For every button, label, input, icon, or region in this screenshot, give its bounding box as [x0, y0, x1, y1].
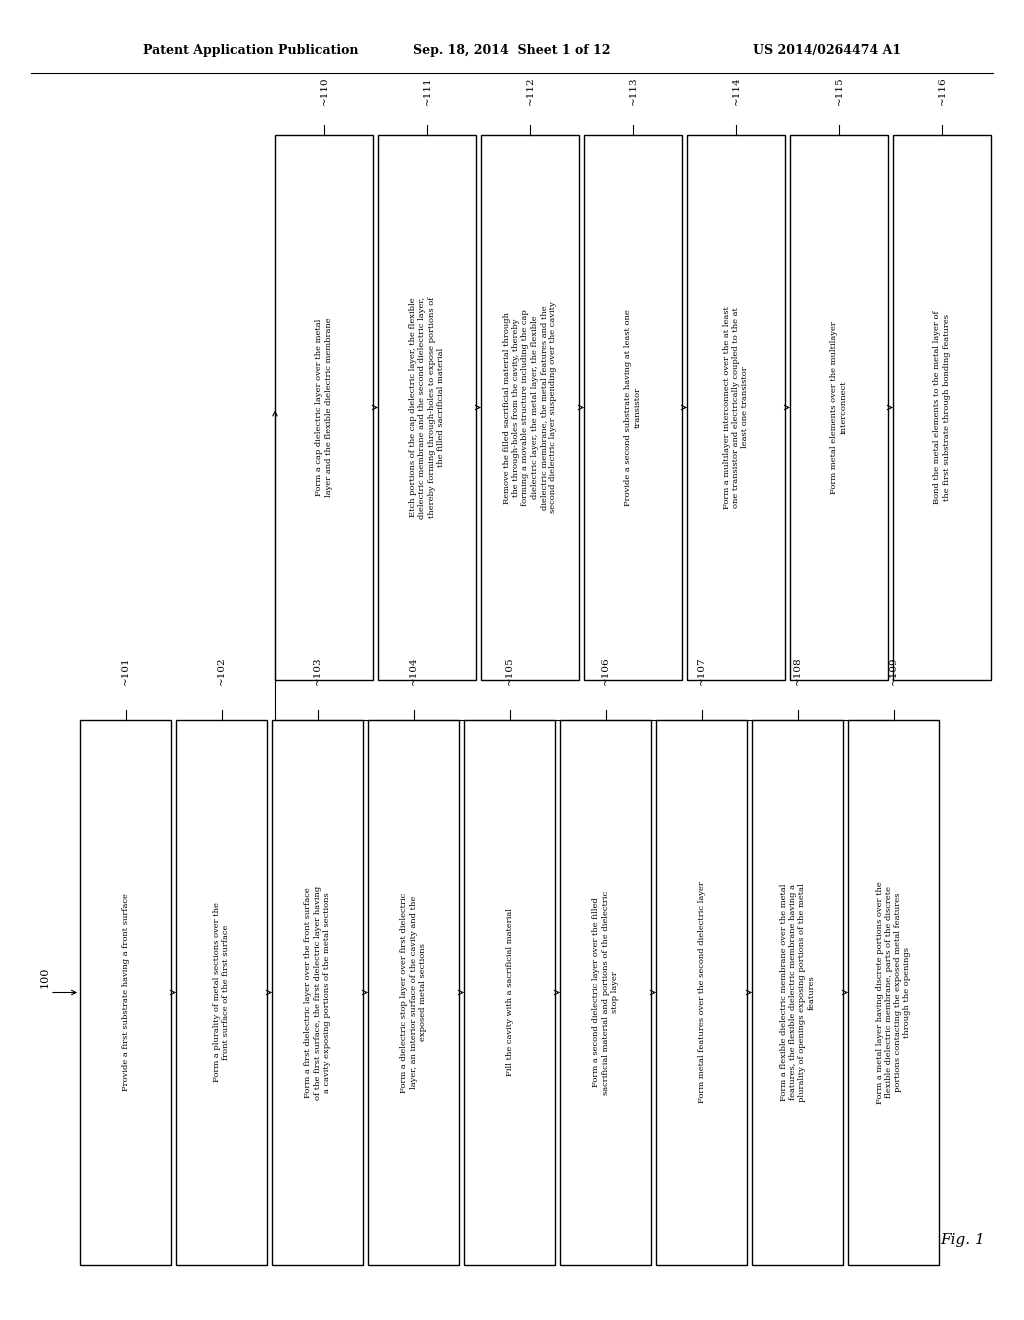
Text: Form a first dielectric layer over the front surface
of the first surface, the f: Form a first dielectric layer over the f… — [304, 886, 331, 1100]
Text: Sep. 18, 2014  Sheet 1 of 12: Sep. 18, 2014 Sheet 1 of 12 — [414, 44, 610, 57]
Text: ~101: ~101 — [121, 656, 130, 685]
Text: US 2014/0264474 A1: US 2014/0264474 A1 — [753, 44, 901, 57]
Text: Provide a second substrate having at least one
transistor: Provide a second substrate having at lea… — [625, 309, 642, 506]
Text: ~110: ~110 — [319, 77, 329, 106]
Text: Form a metal layer having discrete portions over the
flexible dielectric membran: Form a metal layer having discrete porti… — [876, 882, 911, 1104]
Bar — [687, 135, 785, 680]
Bar — [481, 135, 579, 680]
Text: Form a cap dielectric layer over the metal
layer and the flexible dielectric mem: Form a cap dielectric layer over the met… — [315, 318, 333, 498]
Bar — [80, 719, 171, 1265]
Text: Remove the filled sacrificial material through
the through-holes from the cavity: Remove the filled sacrificial material t… — [503, 302, 557, 513]
Text: ~109: ~109 — [889, 656, 898, 685]
Text: Form a dielectric stop layer over first dielectric
layer, an interior surface of: Form a dielectric stop layer over first … — [400, 892, 427, 1093]
Text: Provide a first substrate having a front surface: Provide a first substrate having a front… — [122, 894, 129, 1092]
Text: ~103: ~103 — [313, 656, 322, 685]
Text: ~113: ~113 — [629, 77, 638, 106]
Text: ~115: ~115 — [835, 77, 844, 106]
Text: ~116: ~116 — [938, 77, 946, 106]
Bar — [656, 719, 746, 1265]
Text: ~114: ~114 — [731, 77, 740, 106]
Text: Form a plurality of metal sections over the
front surface of the first surface: Form a plurality of metal sections over … — [213, 903, 230, 1082]
Bar — [464, 719, 555, 1265]
Text: ~104: ~104 — [409, 656, 418, 685]
Text: ~105: ~105 — [505, 656, 514, 685]
Text: ~111: ~111 — [423, 77, 431, 106]
Bar — [272, 719, 362, 1265]
Bar — [790, 135, 888, 680]
Text: Form metal elements over the multilayer
interconnect: Form metal elements over the multilayer … — [830, 321, 848, 494]
Text: ~102: ~102 — [217, 656, 226, 685]
Bar — [848, 719, 939, 1265]
Text: Form a multilayer interconnect over the at least
one transistor and electrically: Form a multilayer interconnect over the … — [723, 306, 750, 510]
Bar — [176, 719, 267, 1265]
Text: Bond the metal elements to the metal layer of
the first substrate through bondin: Bond the metal elements to the metal lay… — [934, 310, 950, 504]
Bar — [560, 719, 651, 1265]
Bar — [752, 719, 843, 1265]
Text: ~112: ~112 — [525, 77, 535, 106]
Text: Patent Application Publication: Patent Application Publication — [143, 44, 358, 57]
Text: ~107: ~107 — [697, 656, 706, 685]
Text: ~106: ~106 — [601, 656, 610, 685]
Bar — [378, 135, 476, 680]
Text: Fill the cavity with a sacrificial material: Fill the cavity with a sacrificial mater… — [506, 908, 513, 1077]
Bar — [584, 135, 682, 680]
Bar — [275, 135, 373, 680]
Text: Form a second dielectric layer over the filled
sacrificial material and portions: Form a second dielectric layer over the … — [592, 891, 618, 1094]
Text: 100: 100 — [40, 966, 50, 989]
Text: Form a flexible dielectric membrane over the metal
features, the flexible dielec: Form a flexible dielectric membrane over… — [779, 883, 815, 1102]
Text: Fig. 1: Fig. 1 — [940, 1233, 985, 1247]
Text: ~108: ~108 — [793, 656, 802, 685]
Text: Form metal features over the second dielectric layer: Form metal features over the second diel… — [697, 882, 706, 1104]
Bar — [368, 719, 459, 1265]
Text: Etch portions of the cap dielectric layer, the flexible
dielectric membrane and : Etch portions of the cap dielectric laye… — [410, 297, 444, 519]
Bar — [893, 135, 991, 680]
